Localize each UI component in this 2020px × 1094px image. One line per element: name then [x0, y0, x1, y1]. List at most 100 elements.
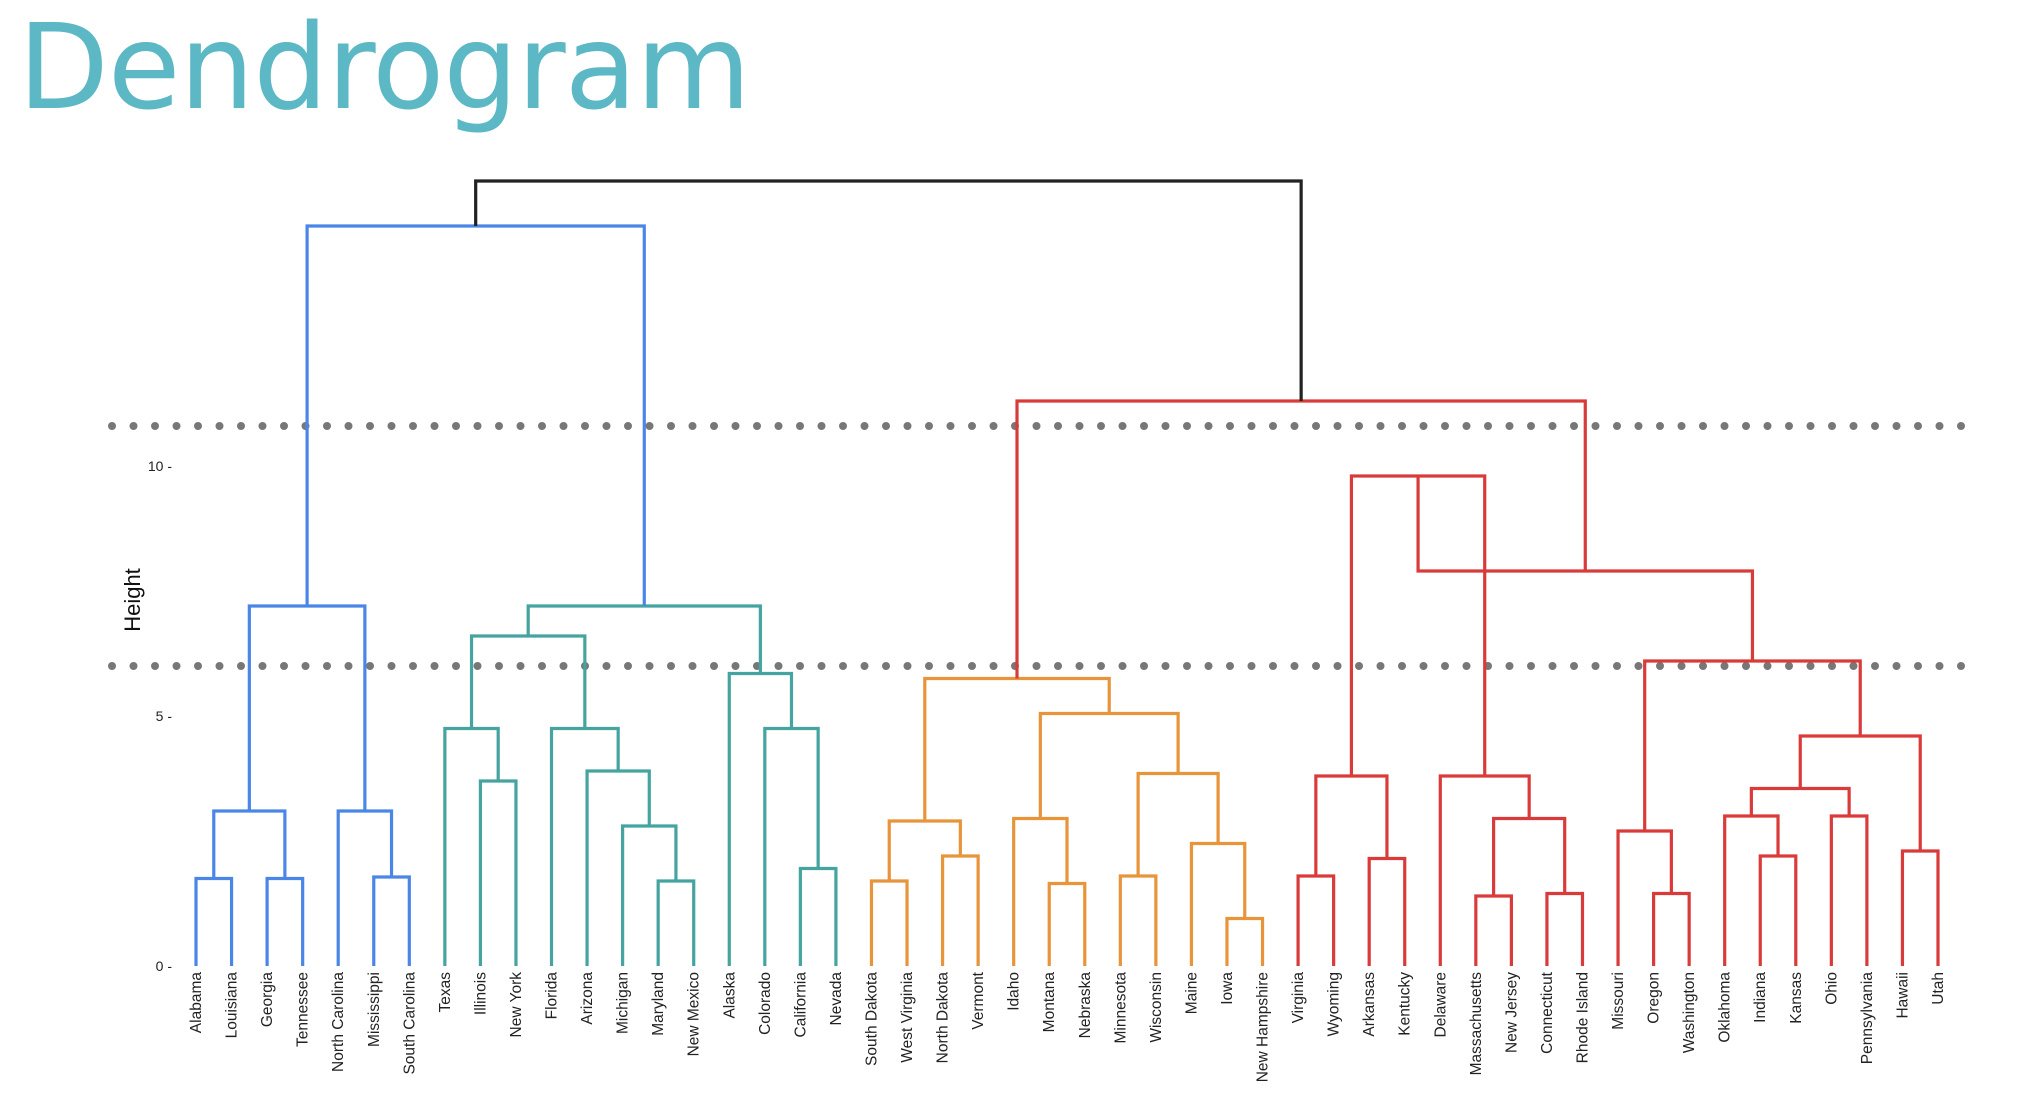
leaf-label: New Mexico: [686, 972, 703, 1056]
leaf-label: Kentucky: [1397, 972, 1414, 1036]
merge-link-8: [443, 726, 500, 966]
merge-link-42: [1829, 814, 1869, 966]
leaf-label: Washington: [1681, 972, 1698, 1053]
merge-link-6: [247, 604, 367, 811]
merge-link-10: [621, 824, 678, 966]
leaf-label: North Dakota: [935, 972, 952, 1064]
leaf-label: New Jersey: [1503, 972, 1520, 1053]
leaf-label: Massachusetts: [1468, 972, 1485, 1076]
leaf-label: New Hampshire: [1255, 972, 1272, 1082]
leaf-label: Georgia: [259, 972, 276, 1028]
merge-link-23: [1012, 816, 1069, 966]
y-axis: Height 0 - 5 - 10 -: [120, 458, 172, 974]
leaf-label: Pennsylvania: [1859, 972, 1876, 1065]
leaf-label: Indiana: [1752, 972, 1769, 1023]
leaf-label: Wyoming: [1326, 972, 1343, 1036]
y-axis-label: Height: [120, 568, 145, 632]
merge-link-30: [1296, 874, 1336, 966]
merge-link-27: [1136, 771, 1220, 876]
merge-link-36: [1438, 774, 1531, 966]
leaf-label: Wisconsin: [1148, 972, 1165, 1043]
leaf-label: Nebraska: [1077, 972, 1094, 1039]
merge-link-16: [727, 671, 794, 966]
leaf-label: Illinois: [472, 972, 489, 1015]
merge-link-32: [1314, 774, 1389, 876]
merge-link-31: [1367, 856, 1407, 966]
leaf-label: Florida: [544, 972, 561, 1020]
merge-link-4: [372, 875, 411, 966]
leaf-label: Maryland: [650, 972, 667, 1036]
merge-link-34: [1545, 891, 1585, 966]
merge-link-18: [305, 224, 646, 606]
merge-link-12: [549, 726, 620, 966]
leaf-labels: Alabama Louisiana Georgia Tennessee North Ca…: [188, 971, 1947, 1082]
merge-link-49: [474, 179, 1303, 401]
leaf-label: Colorado: [757, 972, 774, 1035]
merge-link-43: [1749, 786, 1851, 816]
merge-link-7: [478, 779, 518, 966]
leaf-label: Arizona: [579, 972, 596, 1025]
merge-link-24: [1118, 874, 1158, 966]
merge-link-3: [212, 809, 287, 879]
leaf-label: Utah: [1930, 972, 1947, 1005]
merge-link-35: [1492, 816, 1567, 896]
leaf-label: Hawaii: [1894, 972, 1911, 1019]
merge-link-48: [1015, 399, 1587, 679]
leaf-label: Michigan: [615, 972, 632, 1034]
y-tick-label: 0 -: [156, 958, 173, 974]
merge-link-44: [1900, 849, 1940, 966]
merge-link-28: [1038, 711, 1180, 819]
merge-link-41: [1723, 814, 1780, 966]
leaf-label: Alaska: [721, 972, 738, 1019]
leaf-label: Delaware: [1432, 972, 1449, 1037]
leaf-label: Oregon: [1646, 972, 1663, 1024]
leaf-label: Arkansas: [1361, 972, 1378, 1037]
leaf-label: Virginia: [1290, 972, 1307, 1024]
merge-link-21: [887, 819, 962, 881]
merge-link-2: [265, 876, 305, 966]
leaf-label: Louisiana: [224, 972, 241, 1039]
merge-link-11: [585, 769, 651, 966]
leaf-label: North Carolina: [330, 972, 347, 1072]
merge-link-5: [336, 809, 394, 966]
leaf-label: Iowa: [1219, 972, 1236, 1005]
merge-link-29: [923, 676, 1111, 821]
slide-title: Dendrogram: [18, 0, 751, 136]
leaf-label: California: [792, 972, 809, 1038]
leaf-label: Vermont: [970, 971, 987, 1029]
merge-link-39: [1616, 829, 1673, 966]
merge-link-13: [469, 634, 587, 729]
leaf-label: South Carolina: [401, 972, 418, 1075]
leaf-label: Kansas: [1788, 972, 1805, 1024]
merge-link-33: [1474, 894, 1513, 966]
merge-link-14: [798, 866, 838, 966]
merge-link-45: [1798, 734, 1922, 851]
leaf-label: Mississippi: [366, 972, 383, 1047]
leaf-label: Connecticut: [1539, 971, 1556, 1054]
merge-link-38: [1651, 891, 1691, 966]
leaf-label: South Dakota: [863, 972, 880, 1066]
y-tick-label: 5 -: [156, 708, 173, 724]
merge-link-40: [1758, 854, 1798, 966]
leaf-label: Oklahoma: [1717, 972, 1734, 1043]
merge-link-1: [194, 876, 234, 966]
leaf-label: Nevada: [828, 972, 845, 1026]
leaf-label: Alabama: [188, 972, 205, 1034]
y-tick-label: 10 -: [148, 458, 172, 474]
leaf-label: Minnesota: [1112, 972, 1129, 1044]
merge-link-19: [869, 879, 909, 966]
leaf-label: Maine: [1183, 972, 1200, 1014]
merge-link-25: [1225, 916, 1265, 966]
leaf-label: Missouri: [1610, 972, 1627, 1030]
leaf-label: Texas: [437, 972, 454, 1013]
leaf-label: Montana: [1041, 972, 1058, 1033]
merge-link-9: [656, 879, 696, 966]
leaf-label: West Virginia: [899, 972, 916, 1063]
merge-link-15: [763, 726, 820, 966]
leaf-label: Tennessee: [295, 972, 312, 1047]
merge-link-20: [940, 854, 980, 966]
leaf-label: Rhode Island: [1574, 972, 1591, 1063]
merge-link-22: [1047, 881, 1087, 966]
leaf-label: Idaho: [1006, 972, 1023, 1011]
